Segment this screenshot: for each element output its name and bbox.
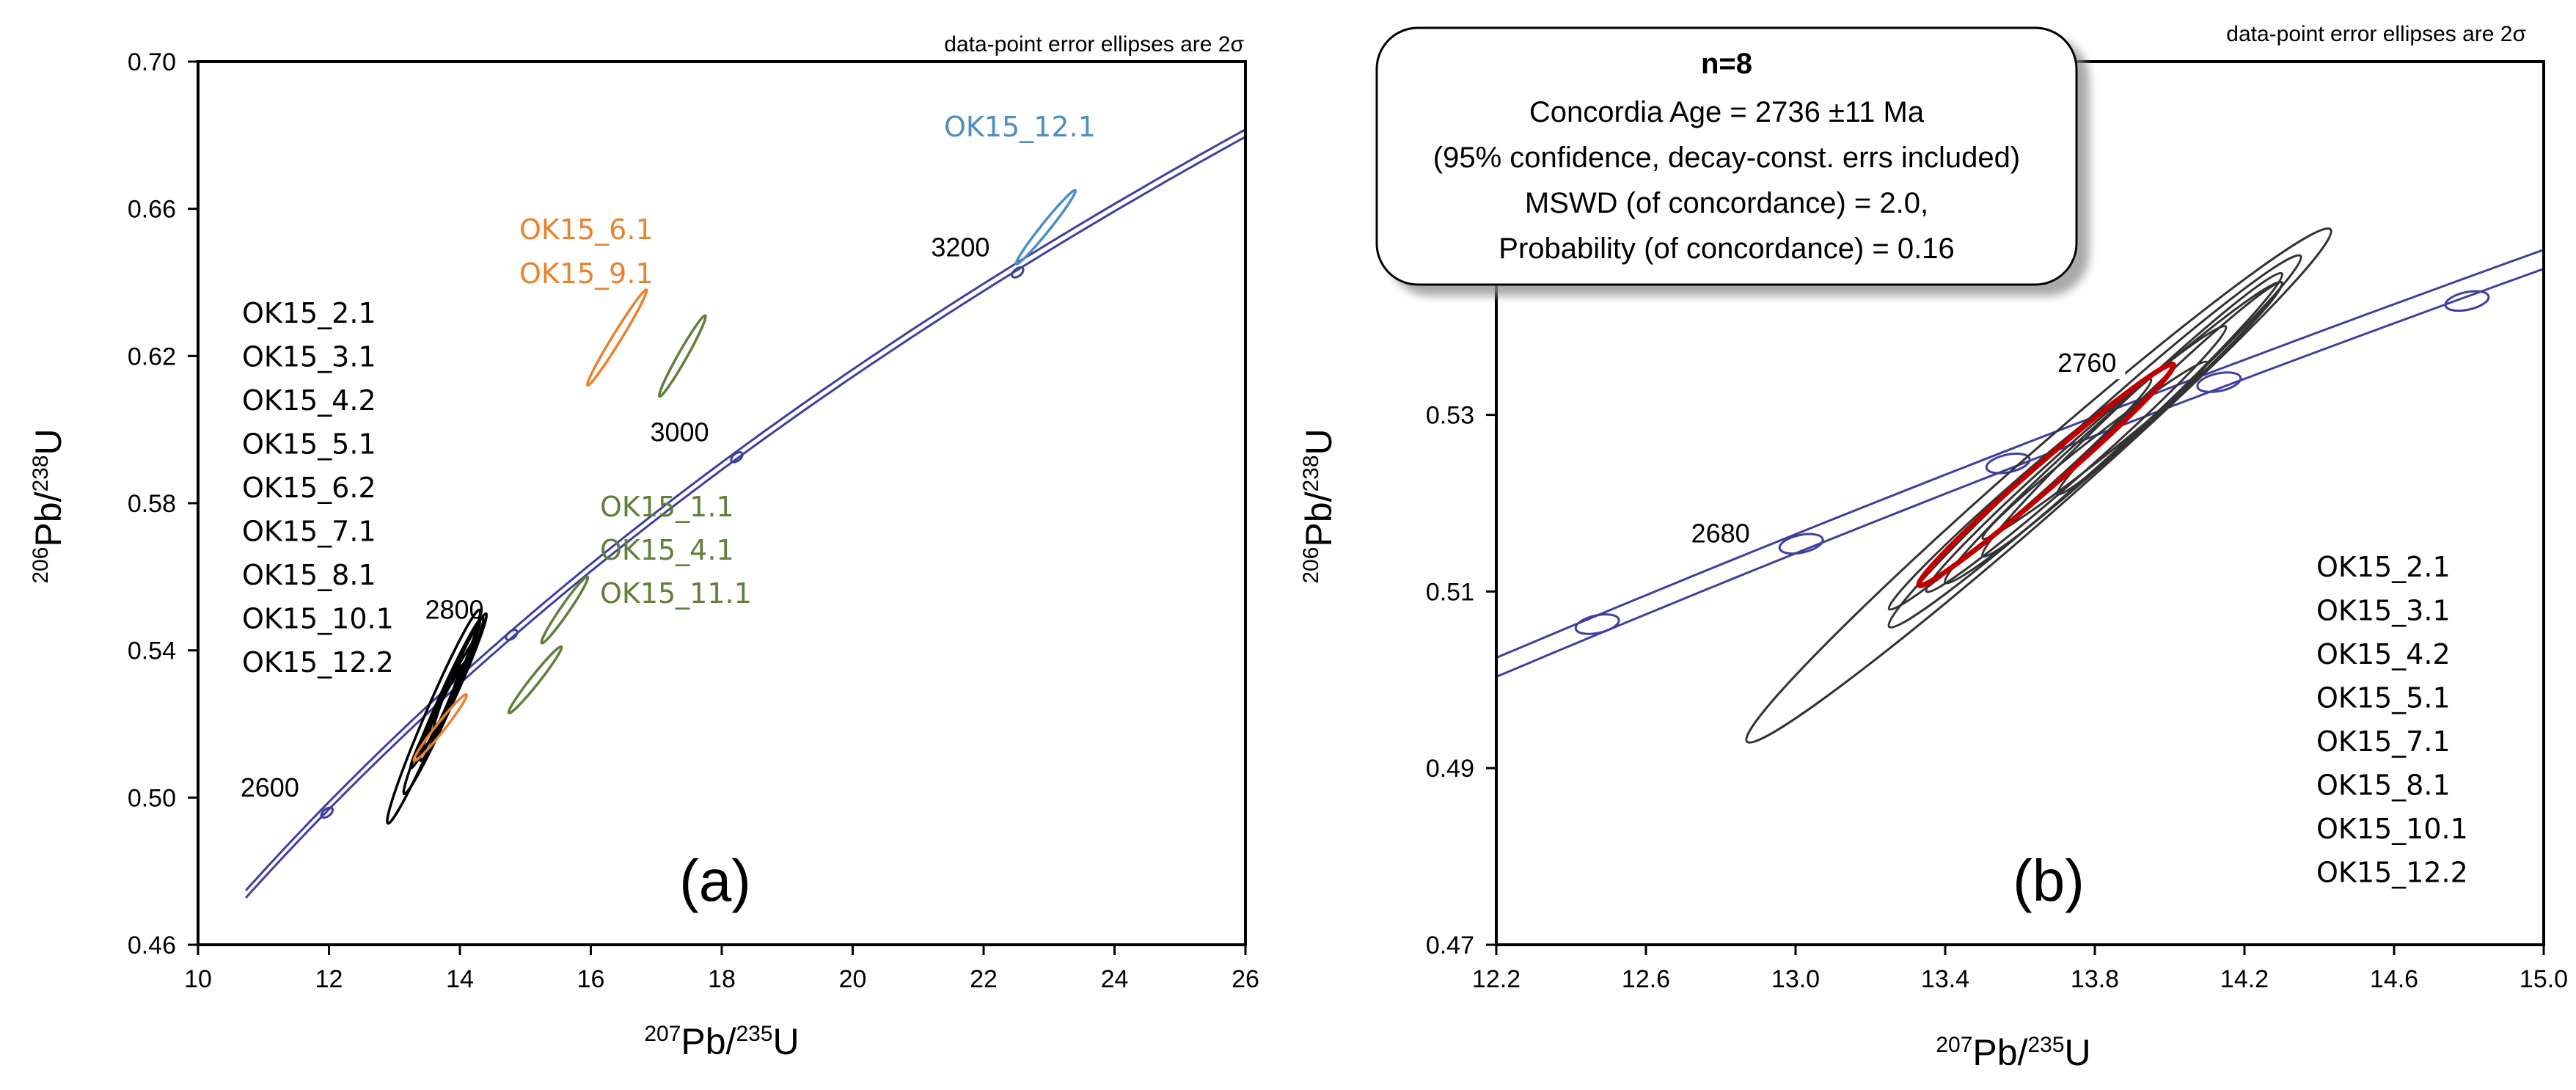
sample-label: OK15_9.1 xyxy=(519,257,654,290)
sample-label: OK15_3.1 xyxy=(2316,595,2451,627)
sample-label: OK15_7.1 xyxy=(242,516,376,548)
concordia-age-mark xyxy=(730,450,744,464)
x-tick-label: 20 xyxy=(839,965,867,993)
error-ellipse xyxy=(1981,360,2209,541)
sample-label: OK15_2.1 xyxy=(242,297,376,329)
sample-label: OK15_5.1 xyxy=(242,428,376,461)
concordia-age-mark xyxy=(1011,266,1025,279)
panel-label: (b) xyxy=(2013,848,2085,913)
age-label-background xyxy=(2049,344,2126,380)
sample-label: OK15_7.1 xyxy=(2316,725,2451,758)
concordia-age-label: 3000 xyxy=(650,417,709,447)
sample-label: OK15_12.2 xyxy=(242,646,394,678)
sample-label: OK15_4.1 xyxy=(600,534,734,566)
concordia-curve-lower xyxy=(244,135,1245,899)
x-tick-label: 15.0 xyxy=(2520,965,2568,993)
x-tick-label: 12 xyxy=(315,965,343,993)
y-tick-label: 0.53 xyxy=(1426,402,1474,430)
y-tick-label: 0.50 xyxy=(128,784,176,812)
error-ellipse-note: data-point error ellipses are 2σ xyxy=(944,32,1244,56)
y-axis-label: 206Pb/238U xyxy=(1298,428,1339,583)
sample-label: OK15_11.1 xyxy=(600,577,752,610)
y-tick-label: 0.46 xyxy=(128,932,176,959)
sample-label: OK15_10.1 xyxy=(242,603,394,635)
sample-label: OK15_12.1 xyxy=(944,111,1096,143)
summary-concordia-age: Concordia Age = 2736 ±11 Ma xyxy=(1529,96,1925,128)
sample-label: OK15_1.1 xyxy=(600,491,734,523)
x-tick-label: 12.6 xyxy=(1622,965,1670,993)
error-ellipse xyxy=(585,288,648,387)
x-tick-label: 14.6 xyxy=(2370,965,2418,993)
sample-label: OK15_5.1 xyxy=(2316,682,2451,714)
y-axis-label: 206Pb/238U xyxy=(28,428,69,583)
sample-label: OK15_4.2 xyxy=(2316,638,2451,670)
concordia-age-mark xyxy=(1574,613,1620,635)
y-tick-label: 0.54 xyxy=(128,637,176,665)
x-tick-label: 22 xyxy=(970,965,998,993)
y-tick-label: 0.49 xyxy=(1426,755,1474,783)
concordia-age-label: 2760 xyxy=(2057,348,2116,378)
panel-label: (a) xyxy=(679,848,751,913)
y-tick-label: 0.47 xyxy=(1426,932,1474,959)
concordia-age-mark xyxy=(1778,533,1824,555)
x-tick-label: 18 xyxy=(708,965,736,993)
error-ellipse xyxy=(1014,189,1077,266)
concordia-curve-upper xyxy=(1496,248,2544,659)
error-ellipse xyxy=(657,314,707,398)
error-ellipse xyxy=(540,575,590,645)
concordia-age-label: 2680 xyxy=(1691,518,1750,548)
x-tick-label: 24 xyxy=(1101,965,1129,993)
y-tick-label: 0.58 xyxy=(128,490,176,518)
concordia-age-summary-box: n=8 Concordia Age = 2736 ±11 Ma (95% con… xyxy=(1375,26,2078,286)
error-ellipse xyxy=(1745,227,2332,744)
concordia-age-label: 2600 xyxy=(241,772,299,802)
concordia-age-ellipse xyxy=(1916,361,2176,589)
x-tick-label: 13.8 xyxy=(2071,965,2119,993)
summary-n: n=8 xyxy=(1701,48,1752,80)
panel-a: data-point error ellipses are 2σ 10 12 14 1… xyxy=(28,32,1259,1062)
sample-label: OK15_12.2 xyxy=(2316,857,2468,889)
error-ellipse xyxy=(507,645,563,714)
sample-label: OK15_4.2 xyxy=(242,384,376,417)
concordia-curve-upper xyxy=(244,128,1245,892)
error-ellipse xyxy=(412,692,468,763)
concordia-age-mark xyxy=(505,629,519,641)
y-tick-label: 0.51 xyxy=(1426,578,1474,606)
summary-mswd: MSWD (of concordance) = 2.0, xyxy=(1525,187,1928,219)
concordia-age-mark xyxy=(320,806,334,819)
error-ellipse xyxy=(419,663,462,755)
sample-label: OK15_8.1 xyxy=(242,559,376,591)
sample-label: OK15_10.1 xyxy=(2316,813,2468,845)
concordia-age-mark xyxy=(2444,290,2490,312)
x-axis-label: 207Pb/235U xyxy=(644,1021,799,1062)
x-tick-label: 10 xyxy=(184,965,212,993)
x-tick-label: 14 xyxy=(446,965,474,993)
x-tick-label: 13.0 xyxy=(1771,965,1820,993)
concordia-curve-lower xyxy=(1496,267,2544,678)
y-tick-label: 0.70 xyxy=(128,48,176,76)
x-tick-label: 26 xyxy=(1232,965,1259,993)
panel-b: data-point error ellipses are 2σ 12.2 12.… xyxy=(1298,22,2568,1073)
sample-label: OK15_3.1 xyxy=(242,341,376,373)
y-tick-label: 0.66 xyxy=(128,196,176,224)
x-tick-label: 16 xyxy=(577,965,605,993)
concordia-age-mark xyxy=(2196,371,2242,393)
sample-label: OK15_2.1 xyxy=(2316,551,2451,583)
summary-box-frame xyxy=(1375,26,2078,286)
summary-confidence: (95% confidence, decay-const. errs inclu… xyxy=(1433,142,2020,174)
sample-label: OK15_8.1 xyxy=(2316,769,2451,802)
sample-label: OK15_6.1 xyxy=(519,213,654,246)
sample-label: OK15_6.2 xyxy=(242,472,376,504)
x-tick-label: 12.2 xyxy=(1472,965,1521,993)
summary-probability: Probability (of concordance) = 0.16 xyxy=(1499,233,1954,265)
x-tick-label: 14.2 xyxy=(2220,965,2269,993)
x-tick-label: 13.4 xyxy=(1921,965,1969,993)
error-ellipse-note: data-point error ellipses are 2σ xyxy=(2226,22,2526,46)
x-axis-label: 207Pb/235U xyxy=(1936,1032,2090,1073)
y-tick-label: 0.62 xyxy=(128,343,176,370)
concordia-age-label: 2800 xyxy=(425,595,483,625)
concordia-age-label: 3200 xyxy=(931,232,989,262)
